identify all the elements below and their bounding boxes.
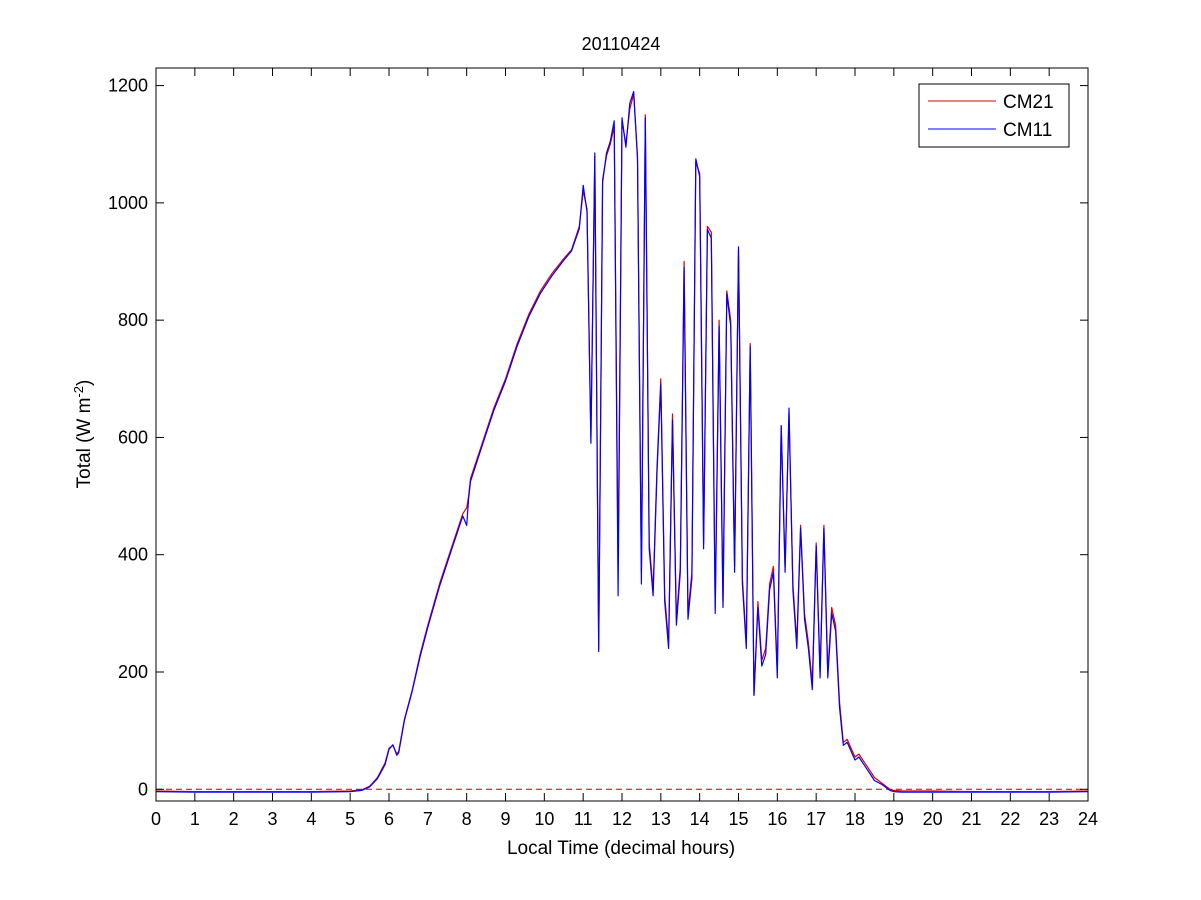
x-tick-label: 10 (534, 809, 554, 829)
x-tick-label: 9 (500, 809, 510, 829)
y-tick-label: 600 (118, 427, 148, 447)
legend-box (918, 83, 1070, 148)
x-tick-label: 4 (306, 809, 316, 829)
y-axis-label-superscript: -2 (71, 386, 86, 398)
x-tick-label: 19 (884, 809, 904, 829)
legend-label-cm11: CM11 (1003, 120, 1052, 141)
y-tick-label: 1000 (108, 193, 148, 213)
x-tick-label: 16 (767, 809, 787, 829)
series-group (155, 90, 1089, 793)
y-tick-label: 200 (118, 662, 148, 682)
x-tick-label: 1 (190, 809, 200, 829)
x-tick-label: 13 (651, 809, 671, 829)
y-tick-label: 0 (138, 779, 148, 799)
x-tick-label: 12 (612, 809, 632, 829)
x-tick-label: 5 (345, 809, 355, 829)
legend: CM21 CM11 (918, 83, 1070, 148)
x-tick-label: 21 (961, 809, 981, 829)
x-tick-label: 22 (1000, 809, 1020, 829)
y-tick-label: 1200 (108, 76, 148, 96)
chart-title: 20110424 (582, 34, 661, 54)
x-tick-label: 6 (384, 809, 394, 829)
x-tick-label: 18 (845, 809, 865, 829)
y-tick-label: 400 (118, 545, 148, 565)
y-tick-label: 800 (118, 310, 148, 330)
y-axis-label: Total (W m-2) (71, 380, 96, 489)
y-axis-label-main: Total (W m (74, 398, 95, 489)
x-tick-label: 11 (574, 809, 593, 829)
x-tick-label: 0 (151, 809, 161, 829)
series-line-cm11 (155, 90, 1089, 793)
x-tick-label: 24 (1078, 809, 1098, 829)
x-tick-label: 8 (462, 809, 472, 829)
x-tick-label: 17 (806, 809, 826, 829)
x-axis-label: Local Time (decimal hours) (507, 838, 735, 859)
x-tick-label: 14 (690, 809, 710, 829)
x-tick-label: 7 (423, 809, 433, 829)
x-tick-label: 20 (923, 809, 943, 829)
x-tick-label: 3 (267, 809, 277, 829)
x-tick-label: 15 (728, 809, 748, 829)
axis-ticks: 0 1 2 3 4 5 6 7 8 9 10 11 12 13 14 15 16 17 18 19 20 21 22 23 24… (108, 68, 1098, 829)
x-tick-label: 2 (229, 809, 239, 829)
x-tick-label: 23 (1039, 809, 1059, 829)
legend-label-cm21: CM21 (1003, 92, 1054, 113)
y-axis-label-suffix: ) (74, 380, 95, 386)
